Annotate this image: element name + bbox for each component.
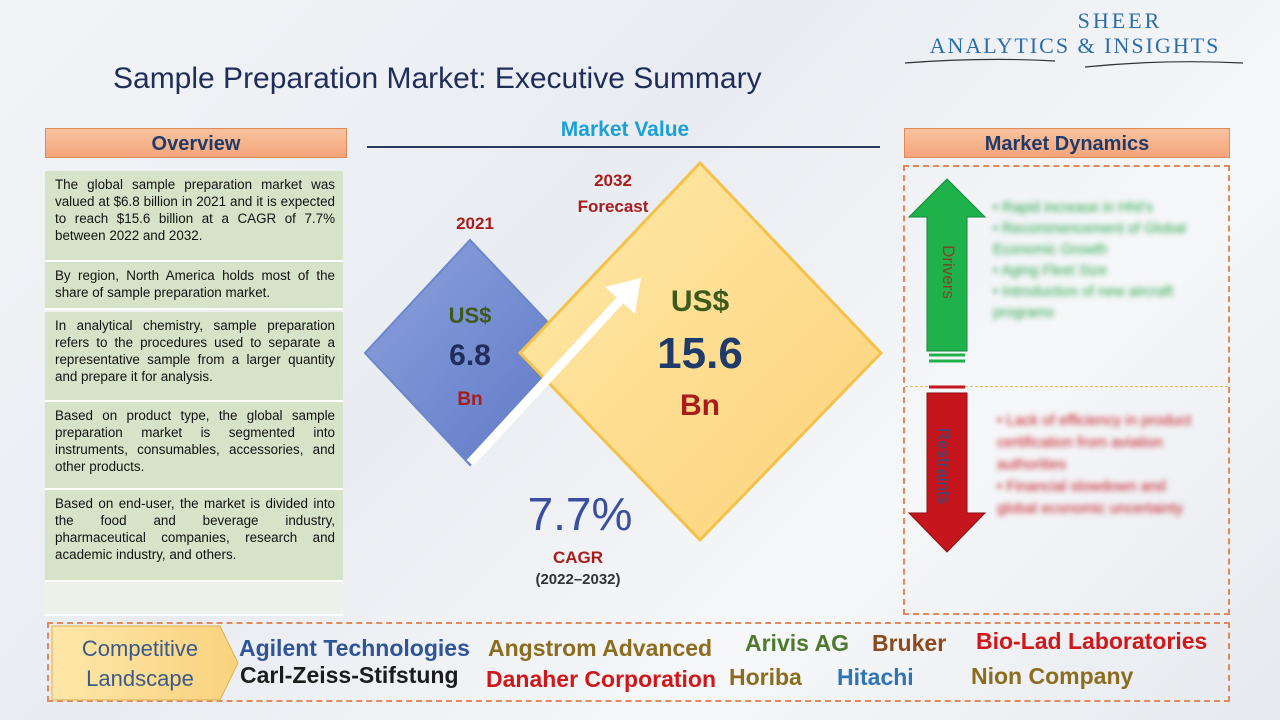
restraints-label: Restraints: [934, 427, 953, 505]
dynamics-divider: [905, 386, 1228, 387]
overview-paragraph: Based on product type, the global sample…: [45, 402, 343, 490]
forecast-label: Forecast: [577, 197, 649, 216]
diamond-2032: [517, 160, 884, 543]
driver-item: • Rapid increase in HNI's: [993, 200, 1154, 216]
market-value-header: Market Value: [560, 118, 690, 141]
company-name: Agilent Technologies: [239, 635, 470, 661]
brand-line1: SHEER: [1077, 8, 1163, 33]
company-name: Danaher Corporation: [486, 666, 717, 692]
restraints-arrow-down-icon: [907, 392, 987, 553]
drivers-arrow-up-icon: [907, 178, 987, 352]
overview-paragraph: The global sample preparation market was…: [45, 171, 343, 262]
year-2032: 2032: [594, 171, 632, 190]
drivers-list: • Rapid increase in HNI's • Recommenceme…: [993, 198, 1203, 324]
company-name: Hitachi: [837, 664, 914, 690]
diamond-2021: [363, 238, 579, 467]
driver-item: • Aging Fleet Size: [993, 263, 1107, 279]
year-2021: 2021: [456, 214, 494, 233]
dynamics-arrows: [907, 178, 987, 553]
driver-item: • Introduction of new aircraft programs: [993, 284, 1173, 321]
overview-paragraph: By region, North America holds most of t…: [45, 262, 343, 310]
company-name: Bio-Lad Laboratories: [976, 628, 1208, 654]
market-value-divider: [367, 146, 880, 148]
overview-header: Overview: [45, 128, 347, 158]
company-name: Carl-Zeiss-Stifstung: [240, 662, 459, 688]
value-2032-currency: US$: [670, 285, 730, 318]
overview-paragraph: In analytical chemistry, sample preparat…: [45, 312, 343, 402]
restraints-list: • Lack of efficiency in product certific…: [997, 410, 1205, 520]
value-2032-unit: Bn: [680, 389, 720, 422]
competitive-landscape-box: [47, 622, 1230, 702]
company-name: Arivis AG: [745, 630, 849, 656]
competitive-label: Competitive Landscape: [81, 636, 199, 691]
overview-paragraph: Based on end-user, the market is divided…: [45, 490, 343, 582]
brand-swoosh: [905, 58, 1244, 68]
page-title: Sample Preparation Market: Executive Sum…: [113, 62, 762, 95]
overview-paragraph-empty: [45, 582, 343, 616]
value-2032-amount: 15.6: [657, 329, 743, 378]
value-2021-unit: Bn: [457, 389, 483, 410]
company-name: Horiba: [729, 664, 802, 690]
cagr-period: (2022–2032): [535, 571, 621, 588]
driver-item: • Recommencement of Global Economic Grow…: [993, 221, 1186, 258]
company-name: Angstrom Advanced: [488, 635, 713, 661]
cagr-value: 7.7%: [527, 488, 633, 540]
growth-arrow-shaft: [466, 291, 629, 467]
value-2021-amount: 6.8: [449, 339, 491, 372]
value-2021-currency: US$: [448, 303, 492, 328]
dynamics-header: Market Dynamics: [904, 128, 1230, 158]
company-name: Bruker: [872, 630, 947, 656]
company-name: Nion Company: [971, 663, 1134, 689]
brand-line2: ANALYTICS & INSIGHTS: [929, 33, 1221, 58]
dynamics-panel: [903, 165, 1230, 615]
market-value-graphic: [363, 160, 884, 543]
growth-arrow-head: [605, 278, 641, 314]
drivers-label: Drivers: [939, 245, 958, 299]
competitive-label-shape: [51, 625, 239, 701]
restraint-item: • Financial slowdown and global economic…: [997, 478, 1183, 517]
restraint-item: • Lack of efficiency in product certific…: [997, 412, 1192, 473]
cagr-label: CAGR: [552, 548, 604, 567]
